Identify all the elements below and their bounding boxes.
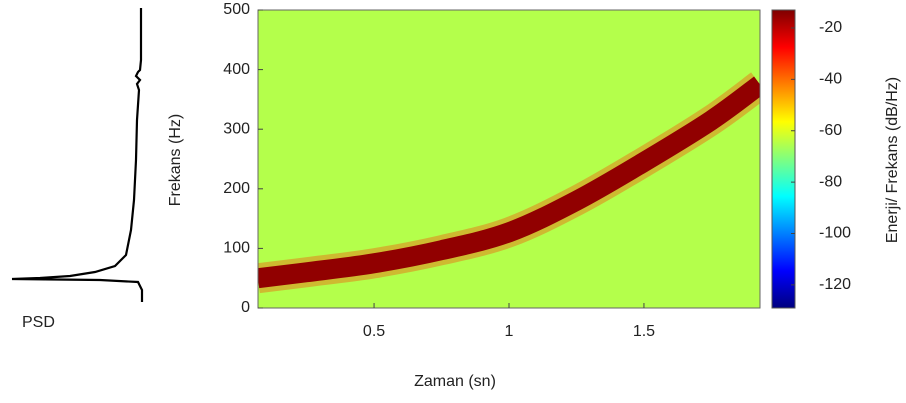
x-axis-label: Zaman (sn) [414,373,496,390]
colorbar-tick-label: -80 [819,173,842,190]
colorbar-tick-label: -20 [819,19,842,36]
colorbar-tick-label: -60 [819,122,842,139]
colorbar-label: Enerji/ Frekans (dB/Hz) [884,77,901,243]
y-tick-label: 200 [223,180,250,197]
y-axis-label: Frekans (Hz) [167,114,184,206]
x-tick-label: 0.5 [363,323,385,340]
y-tick-label: 300 [223,120,250,137]
y-tick-label: 100 [223,240,250,257]
ridge [258,76,760,289]
ridge-group [258,72,760,294]
x-tick-label: 1 [505,323,514,340]
colorbar-tick-label: -120 [819,276,851,293]
psd-panel: PSD [11,8,144,331]
psd-curve [11,8,144,302]
colorbar-tick-label: -40 [819,71,842,88]
y-tick-label: 500 [223,1,250,18]
y-tick-label: 400 [223,61,250,78]
colorbar [771,9,796,309]
colorbar-tick-label: -100 [819,225,851,242]
y-tick-label: 0 [241,299,250,316]
x-tick-label: 1.5 [633,323,655,340]
plot-area [258,10,760,308]
psd-label: PSD [22,314,55,331]
